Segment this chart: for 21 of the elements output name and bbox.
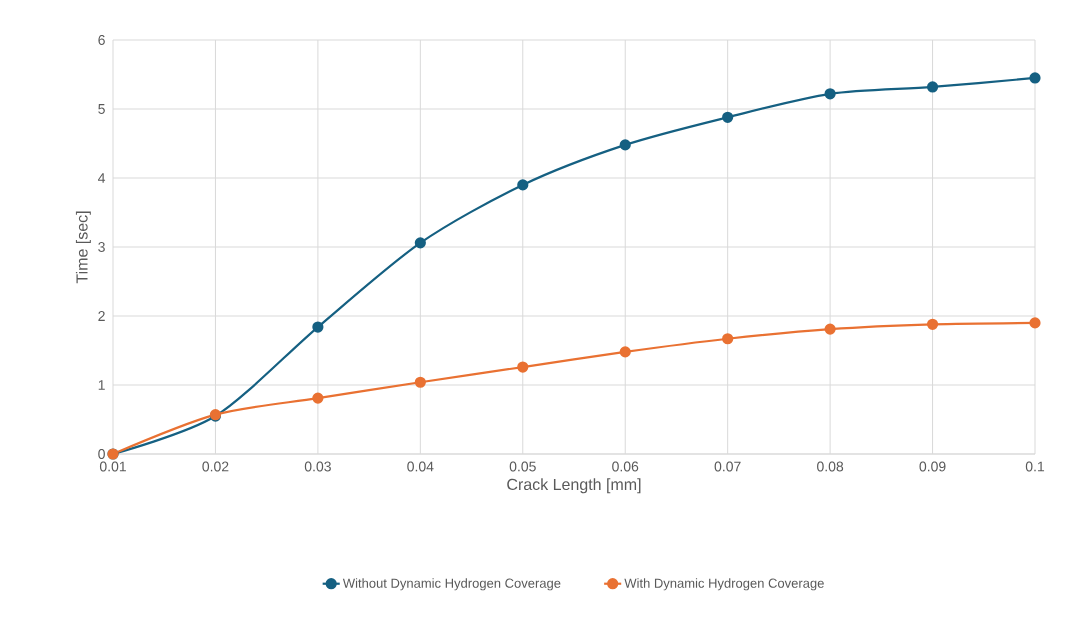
x-tick-label: 0.07 <box>714 461 741 472</box>
x-tick-label: 0.02 <box>202 461 229 472</box>
x-tick-label: 0.06 <box>612 461 639 472</box>
x-tick-label: 0.03 <box>304 461 331 472</box>
y-axis-title: Time [sec] <box>75 211 91 284</box>
x-tick-label: 0.01 <box>99 461 126 472</box>
x-tick-label: 0.04 <box>407 461 434 472</box>
legend-label: With Dynamic Hydrogen Coverage <box>624 578 824 591</box>
y-tick-label: 3 <box>98 242 105 252</box>
x-axis-title: Crack Length [mm] <box>507 478 641 494</box>
x-tick-label: 0.05 <box>509 461 536 472</box>
y-tick-label: 4 <box>98 173 106 183</box>
y-tick-label: 1 <box>98 380 105 390</box>
x-tick-label: 0.08 <box>817 461 844 472</box>
x-tick-label: 0.09 <box>919 461 946 472</box>
y-tick-label: 5 <box>98 104 105 114</box>
y-tick-label: 2 <box>98 311 105 321</box>
y-tick-label: 0 <box>98 449 105 459</box>
legend-label: Without Dynamic Hydrogen Coverage <box>342 578 561 591</box>
y-tick-label: 6 <box>98 35 105 45</box>
x-tick-label: 0.1 <box>1025 461 1045 472</box>
